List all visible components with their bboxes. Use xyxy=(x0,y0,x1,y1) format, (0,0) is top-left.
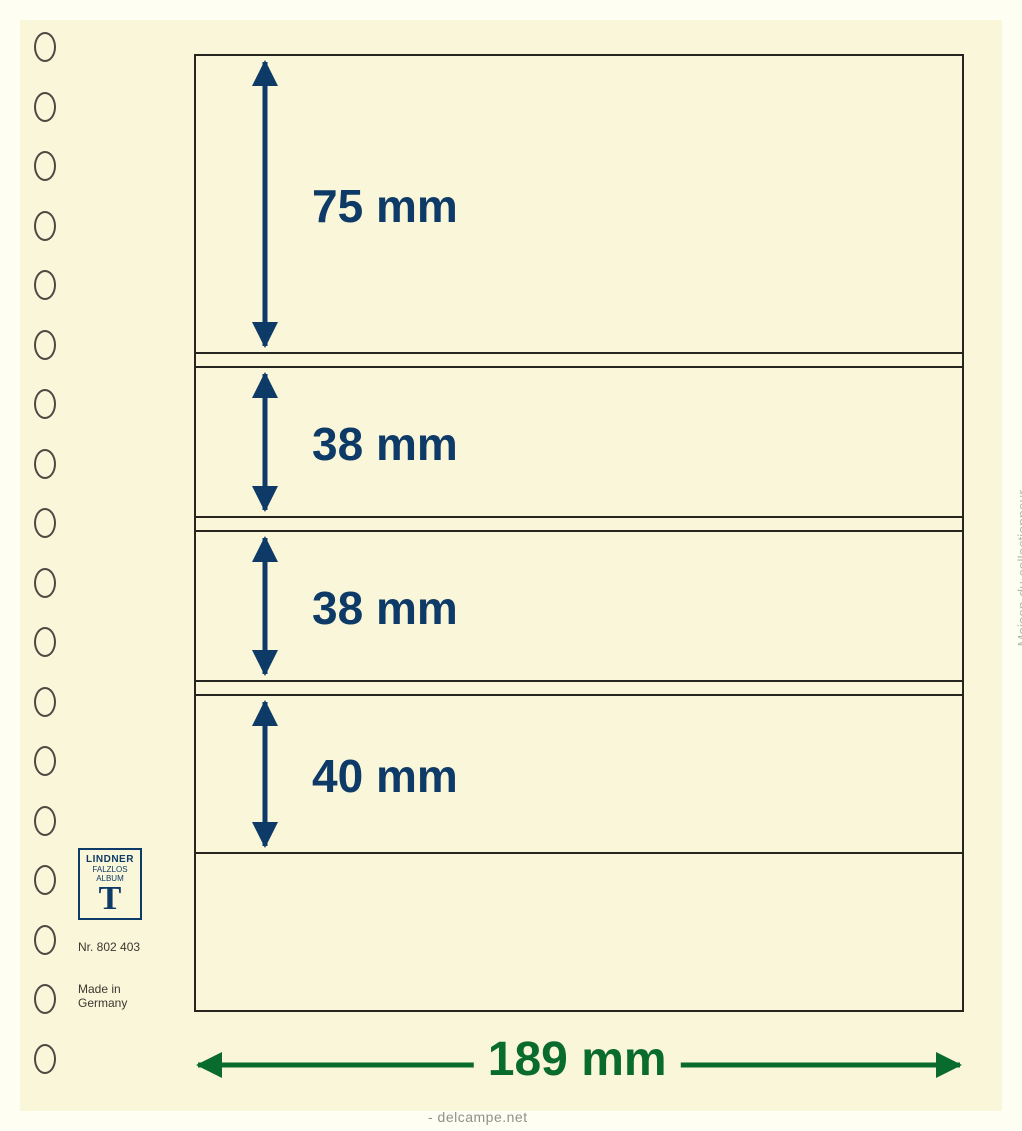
binder-hole xyxy=(34,984,56,1014)
binder-hole xyxy=(34,746,56,776)
logo-big-letter: T xyxy=(86,882,134,916)
binder-hole xyxy=(34,92,56,122)
pocket-row xyxy=(194,366,964,518)
binder-hole xyxy=(34,330,56,360)
footer-source: - delcampe.net xyxy=(428,1109,528,1125)
binder-hole xyxy=(34,508,56,538)
watermark-text: Maison-du-collectionneur xyxy=(1014,490,1022,646)
binder-hole xyxy=(34,568,56,598)
product-number: Nr. 802 403 xyxy=(78,940,140,954)
binder-holes xyxy=(34,0,64,1131)
binder-hole xyxy=(34,389,56,419)
binder-hole xyxy=(34,925,56,955)
logo-line1: LINDNER xyxy=(86,854,134,865)
logo-line2a: FALZLOS xyxy=(92,865,127,874)
binder-hole xyxy=(34,865,56,895)
row-dimension-arrow xyxy=(250,374,280,510)
width-dimension-label: 189 mm xyxy=(474,1032,681,1087)
binder-hole xyxy=(34,32,56,62)
brand-logo: LINDNER FALZLOS ALBUM T xyxy=(78,848,142,920)
row-dimension-label: 38 mm xyxy=(312,417,458,471)
binder-hole xyxy=(34,270,56,300)
binder-hole xyxy=(34,806,56,836)
row-dimension-label: 75 mm xyxy=(312,179,458,233)
row-dimension-label: 38 mm xyxy=(312,581,458,635)
row-dimension-label: 40 mm xyxy=(312,749,458,803)
made-in-label: Made inGermany xyxy=(78,982,127,1011)
row-dimension-arrow xyxy=(250,702,280,846)
binder-hole xyxy=(34,211,56,241)
binder-hole xyxy=(34,151,56,181)
binder-hole xyxy=(34,627,56,657)
row-dimension-arrow xyxy=(250,62,280,346)
pocket-row xyxy=(194,54,964,354)
row-dimension-arrow xyxy=(250,538,280,674)
pocket-row xyxy=(194,694,964,854)
binder-hole xyxy=(34,687,56,717)
binder-hole xyxy=(34,449,56,479)
pocket-row xyxy=(194,530,964,682)
binder-hole xyxy=(34,1044,56,1074)
